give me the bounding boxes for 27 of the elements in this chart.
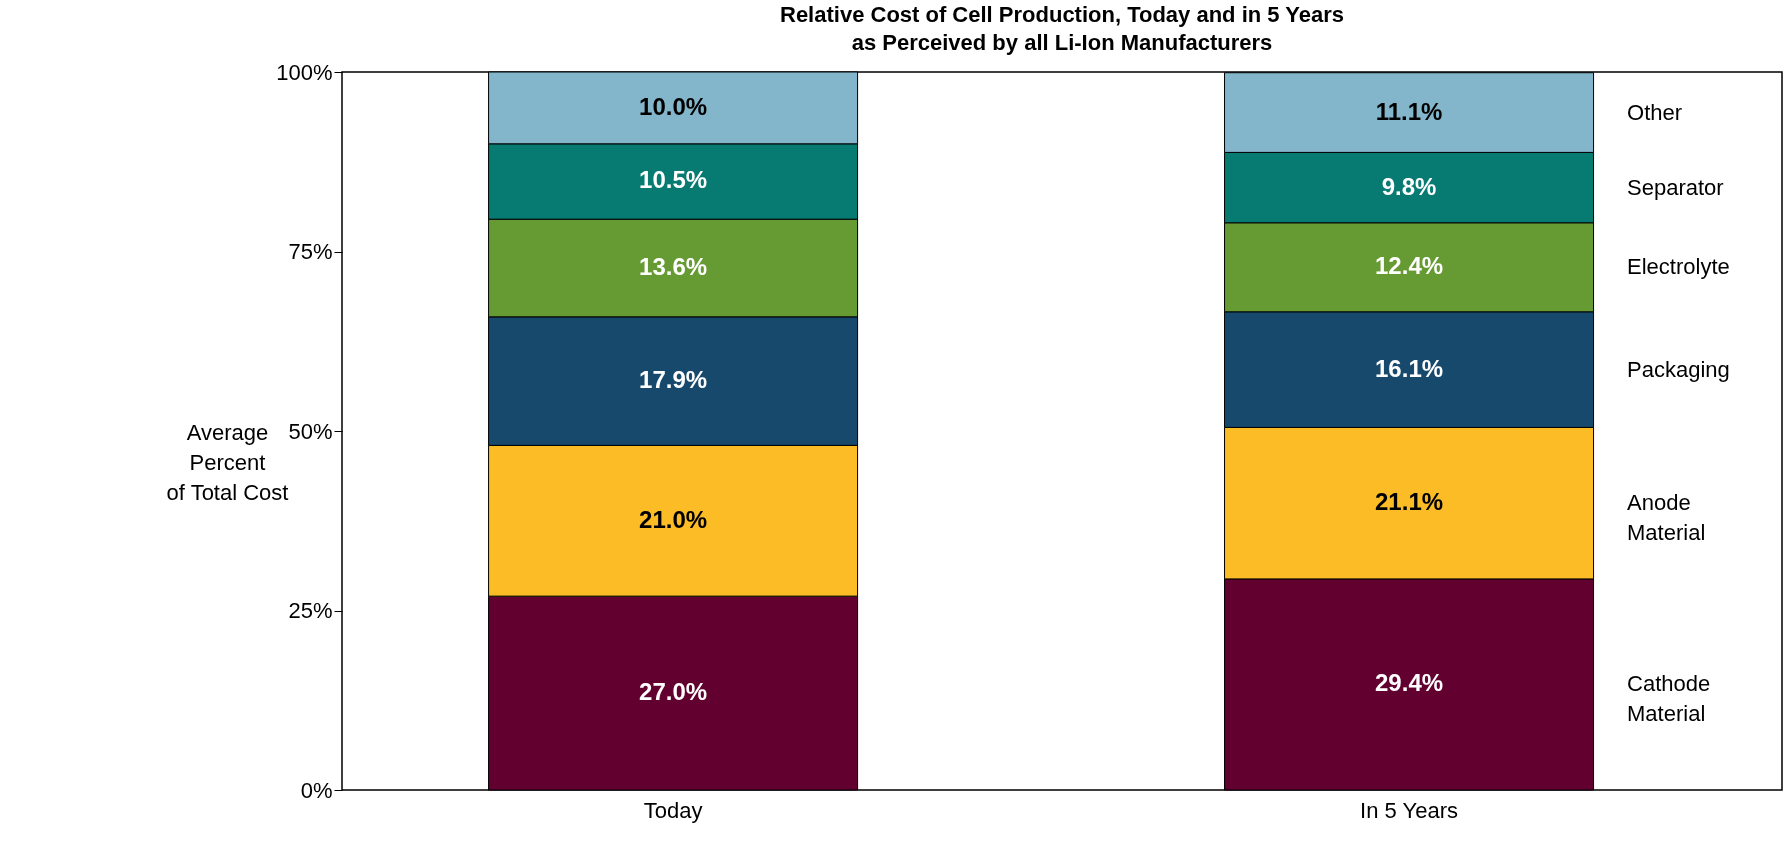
data-label: 21.1% [1375,488,1444,516]
chart-title: Relative Cost of Cell Production, Today and in 5 Years as Perceived by all Li-Ion Manufacturers [780,2,1344,55]
series-label: Separator [1627,174,1724,200]
y-tick-label: 0% [300,777,333,803]
x-tick-label: Today [643,797,703,823]
y-tick-label: 100% [276,59,333,85]
data-label: 29.4% [1375,669,1444,697]
data-label: 27.0% [639,678,708,706]
x-tick-label: In 5 Years [1360,797,1458,823]
data-label: 17.9% [639,366,708,394]
data-label: 21.0% [639,505,708,533]
series-label: Cathode Material [1627,671,1711,727]
series-label: Anode Material [1627,490,1706,546]
data-label: 10.5% [639,166,708,194]
y-tick-label: 75% [288,239,333,264]
y-axis-title: Average Percent of Total Cost [166,419,289,505]
data-label: 11.1% [1375,97,1443,125]
series-label: Other [1627,99,1683,125]
y-tick-label: 25% [288,598,333,623]
data-label: 12.4% [1375,252,1444,280]
data-label: 9.8% [1381,172,1437,200]
data-label: 16.1% [1375,354,1444,382]
y-tick-label: 50% [288,418,333,444]
series-label: Electrolyte [1627,254,1730,280]
series-label: Packaging [1627,356,1730,382]
data-label: 10.0% [639,92,708,120]
data-label: 13.6% [639,253,708,281]
